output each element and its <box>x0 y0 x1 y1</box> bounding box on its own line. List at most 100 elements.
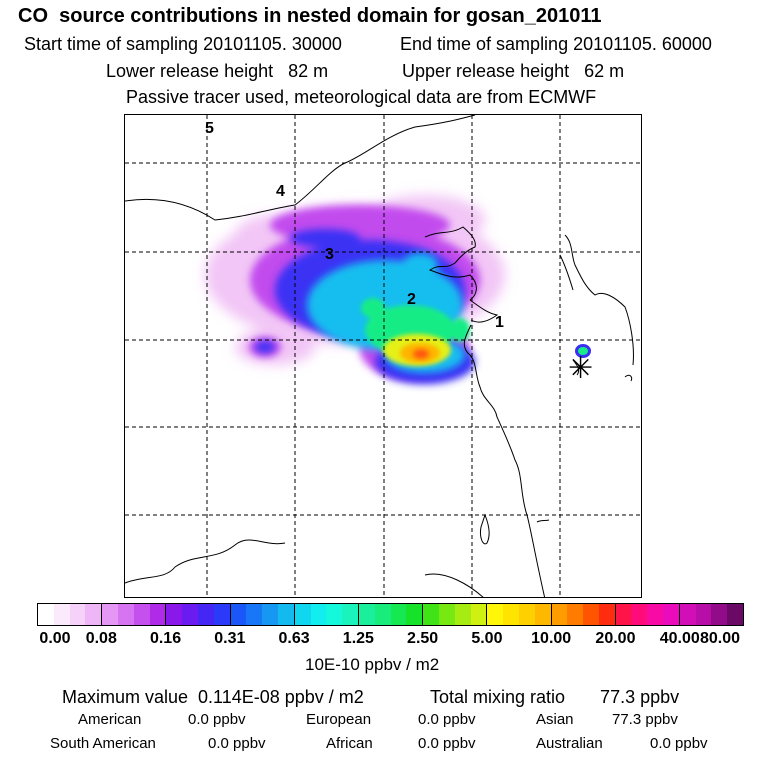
european-label: European <box>306 711 372 728</box>
colorbar-swatch <box>534 604 551 625</box>
tracer-note: Passive tracer used, meteorological data… <box>126 87 597 107</box>
colorbar-swatch <box>197 604 214 625</box>
south-american-label: South American <box>50 735 156 752</box>
colorbar-swatch <box>487 604 504 625</box>
american-value: 0.0 ppbv <box>188 711 246 728</box>
map-panel: 1 2 3 4 5 ✳ <box>124 114 642 598</box>
colorbar-ticks: 0.00 0.08 0.16 0.31 0.63 1.25 2.50 5.00 10.00 20.… <box>0 630 768 650</box>
colorbar-swatch <box>503 604 519 625</box>
lat-lon-grid <box>125 115 641 597</box>
colorbar-swatch <box>374 604 391 625</box>
colorbar-swatch <box>438 604 455 625</box>
colorbar-tick-label: 40.00 <box>659 630 700 647</box>
concentration-field <box>205 195 591 384</box>
colorbar-swatch <box>454 604 471 625</box>
colorbar-segment <box>230 604 295 625</box>
colorbar-swatch <box>133 604 150 625</box>
colorbar-swatch <box>631 604 648 625</box>
colorbar-swatch <box>294 604 311 625</box>
marker-1: 1 <box>495 314 504 331</box>
colorbar-swatch <box>262 604 278 625</box>
marker-5: 5 <box>205 120 214 137</box>
colorbar-swatch <box>69 604 86 625</box>
european-value: 0.0 ppbv <box>418 711 476 728</box>
colorbar-swatch <box>230 604 247 625</box>
colorbar-tick-label: 0.08 <box>85 630 117 647</box>
colorbar-swatch <box>326 604 343 625</box>
upper-release-height-label: Upper release height 62 m <box>402 61 625 81</box>
colorbar-swatch <box>567 604 584 625</box>
map-canvas: 1 2 3 4 5 ✳ <box>125 115 641 597</box>
colorbar-swatch <box>182 604 198 625</box>
marker-3: 3 <box>325 246 334 263</box>
colorbar-tick-label: 0.00 <box>39 630 71 647</box>
colorbar-swatch <box>102 604 118 625</box>
colorbar-swatch <box>663 604 679 625</box>
colorbar-tick-label: 80.00 <box>699 630 741 647</box>
colorbar-swatch <box>246 604 263 625</box>
colorbar-swatch <box>727 604 744 625</box>
colorbar-swatch <box>711 604 728 625</box>
colorbar-swatch <box>615 604 632 625</box>
colorbar-tick-label: 1.25 <box>342 630 374 647</box>
colorbar-segment <box>423 604 488 625</box>
asian-label: Asian <box>536 711 574 728</box>
end-time-label: End time of sampling 20101105. 60000 <box>400 34 712 54</box>
australian-label: Australian <box>536 735 603 752</box>
australian-value: 0.0 ppbv <box>650 735 708 752</box>
colorbar-swatch <box>695 604 712 625</box>
colorbar-swatch <box>53 604 70 625</box>
colorbar-swatch <box>423 604 439 625</box>
marker-2: 2 <box>407 291 416 308</box>
marker-4: 4 <box>276 183 285 200</box>
colorbar-units: 10E-10 ppbv / m2 <box>305 655 440 674</box>
colorbar-swatch <box>277 604 294 625</box>
colorbar-segment <box>615 604 680 625</box>
colorbar-swatch <box>679 604 696 625</box>
american-label: American <box>78 711 142 728</box>
colorbar-segment <box>38 604 103 625</box>
colorbar-tick-label: 0.63 <box>278 630 310 647</box>
total-mixing-ratio: Total mixing ratio 77.3 ppbv <box>430 687 680 707</box>
colorbar-swatch <box>310 604 327 625</box>
plot-title: CO source contributions in nested domain… <box>18 5 602 27</box>
colorbar-swatch <box>470 604 487 625</box>
colorbar-swatch <box>38 604 54 625</box>
african-label: African <box>326 735 373 752</box>
asian-value: 77.3 ppbv <box>612 711 678 728</box>
coastlines <box>125 115 634 597</box>
maximum-value: Maximum value 0.114E-08 ppbv / m2 <box>62 687 364 707</box>
colorbar-segment <box>166 604 231 625</box>
colorbar-swatch <box>342 604 358 625</box>
colorbar-swatch <box>598 604 615 625</box>
start-time-label: Start time of sampling 20101105. 30000 <box>24 34 342 54</box>
colorbar-segment <box>551 604 616 625</box>
colorbar-swatch <box>149 604 166 625</box>
colorbar-segment <box>358 604 424 625</box>
colorbar-tick-label: 0.31 <box>214 630 246 647</box>
colorbar <box>37 603 744 626</box>
colorbar-segment <box>487 604 552 625</box>
colorbar-swatch <box>213 604 230 625</box>
colorbar-swatch <box>85 604 102 625</box>
colorbar-tick-label: 20.00 <box>595 630 636 647</box>
colorbar-tick-label: 0.16 <box>149 630 182 647</box>
colorbar-swatch <box>117 604 134 625</box>
colorbar-swatch <box>551 604 568 625</box>
colorbar-swatch <box>583 604 599 625</box>
african-value: 0.0 ppbv <box>418 735 476 752</box>
colorbar-swatch <box>166 604 183 625</box>
south-american-value: 0.0 ppbv <box>208 735 266 752</box>
colorbar-tick-label: 2.50 <box>407 630 439 647</box>
receptor-star-icon: ✳ <box>568 351 593 386</box>
colorbar-segment <box>102 604 167 625</box>
colorbar-swatch <box>390 604 407 625</box>
colorbar-tick-label: 5.00 <box>471 630 503 647</box>
colorbar-swatch <box>358 604 375 625</box>
colorbar-swatch <box>406 604 423 625</box>
lower-release-height-label: Lower release height 82 m <box>106 61 329 81</box>
colorbar-segment <box>679 604 744 625</box>
colorbar-segment <box>294 604 359 625</box>
colorbar-swatch <box>518 604 535 625</box>
colorbar-tick-label: 10.00 <box>531 630 572 647</box>
